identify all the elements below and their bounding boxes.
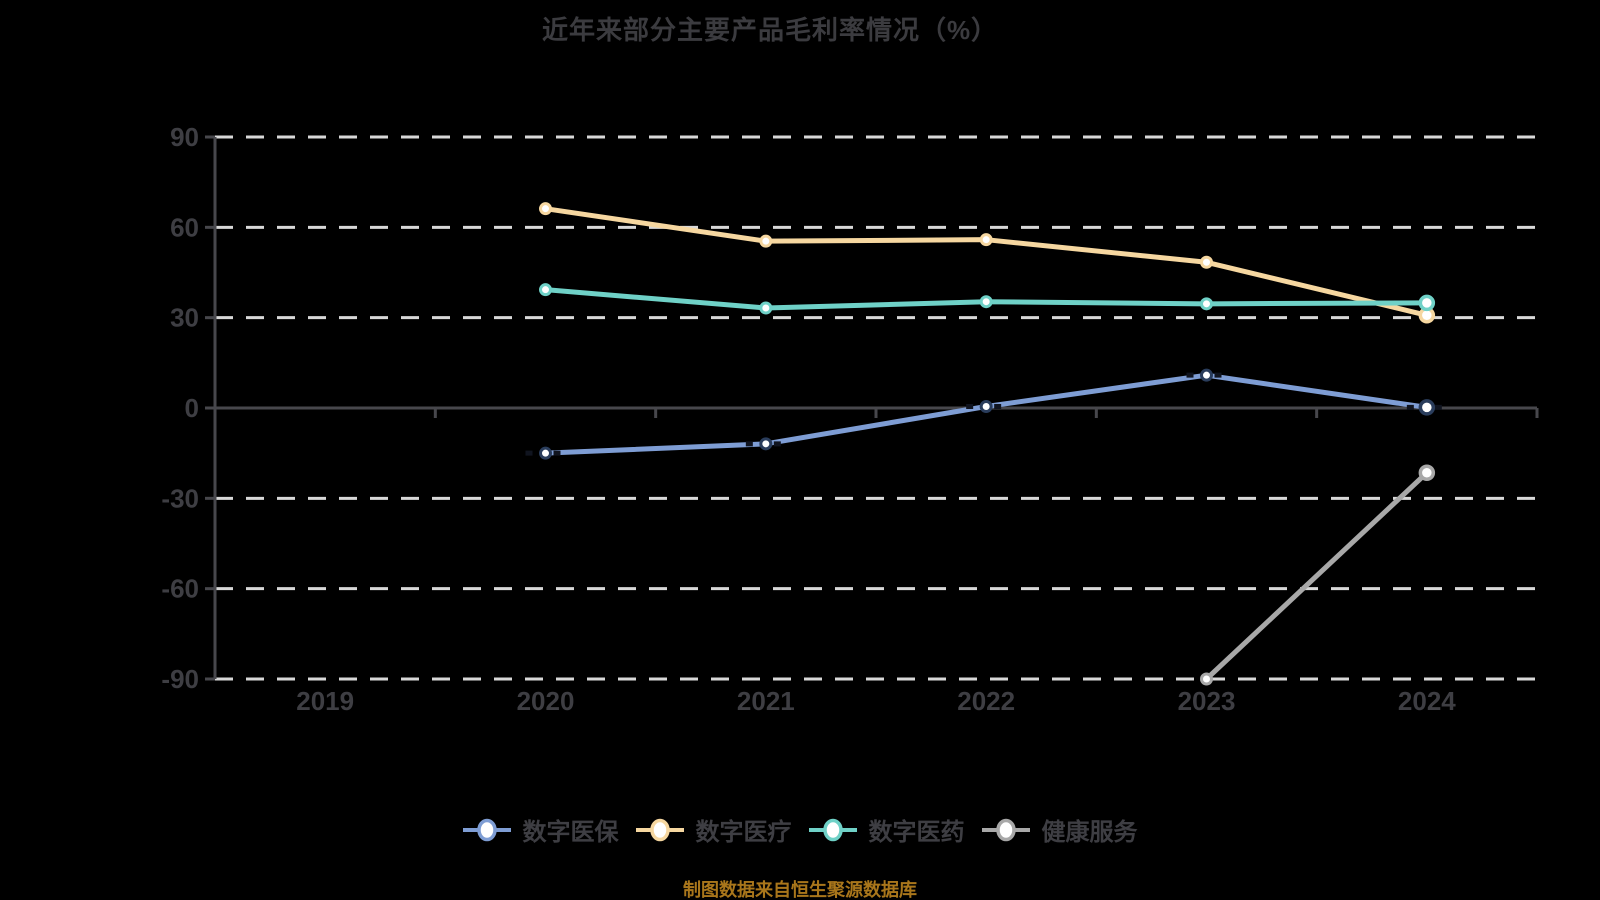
chart-title: 近年来部分主要产品毛利率情况（%） xyxy=(541,15,999,45)
legend-label: 数字医药 xyxy=(868,819,965,846)
legend-marker-icon xyxy=(635,818,684,841)
series-line-健康服务 xyxy=(1204,470,1430,682)
x-tick-label: 2020 xyxy=(517,686,575,716)
data-point-数字医疗-2023[interactable] xyxy=(1200,255,1213,269)
x-tick-label: 2019 xyxy=(296,686,354,716)
data-point-健康服务-2024[interactable] xyxy=(1418,464,1436,481)
series-line-数字医保 xyxy=(543,372,1430,456)
data-point-数字医药-2020[interactable] xyxy=(539,283,552,297)
legend-item-shuzi-yibao[interactable]: 数字医保 xyxy=(462,812,619,847)
y-tick-label: -60 xyxy=(161,574,199,604)
legend-label: 数字医保 xyxy=(522,819,619,846)
legend-item-shuzi-yiyao[interactable]: 数字医药 xyxy=(808,812,965,847)
x-tick-label: 2021 xyxy=(737,686,795,716)
legend-item-shuzi-yiliao[interactable]: 数字医疗 xyxy=(635,812,792,847)
data-point-数字医保-2023[interactable] xyxy=(1200,368,1213,382)
y-tick-label: 0 xyxy=(185,393,199,423)
data-point-数字医保-2021[interactable] xyxy=(759,437,773,451)
data-point-数字医药-2022[interactable] xyxy=(979,295,993,309)
data-point-数字医药-2023[interactable] xyxy=(1200,297,1213,311)
y-tick-label: -30 xyxy=(161,483,199,513)
data-point-数字医保-2022[interactable] xyxy=(979,399,993,413)
x-tick-label: 2023 xyxy=(1178,686,1236,716)
y-tick-label: 90 xyxy=(170,122,199,152)
y-tick-label: 30 xyxy=(170,303,199,333)
y-tick-label: -90 xyxy=(161,664,199,694)
data-point-数字医疗-2021[interactable] xyxy=(759,234,773,248)
legend: 数字医保 数字医疗 数字医药 健康服务 xyxy=(0,812,1600,847)
y-tick-label: 60 xyxy=(170,212,199,242)
data-point-数字医疗-2020[interactable] xyxy=(539,202,552,216)
legend-marker-icon xyxy=(981,818,1030,841)
data-point-健康服务-2023[interactable] xyxy=(1200,672,1213,686)
caption: 制图数据来自恒生聚源数据库 xyxy=(683,880,917,900)
x-tick-label: 2022 xyxy=(957,686,1015,716)
data-point-数字医药-2024[interactable] xyxy=(1418,294,1436,312)
data-point-数字医疗-2022[interactable] xyxy=(979,233,993,247)
legend-label: 数字医疗 xyxy=(695,819,792,846)
legend-item-jiankang-fuwu[interactable]: 健康服务 xyxy=(981,812,1138,847)
legend-marker-icon xyxy=(462,818,511,841)
data-point-数字医保-2020[interactable] xyxy=(539,446,552,460)
x-tick-label: 2024 xyxy=(1398,686,1456,716)
data-point-数字医保-2024[interactable] xyxy=(1418,399,1436,416)
legend-label: 健康服务 xyxy=(1041,819,1138,846)
data-point-数字医药-2021[interactable] xyxy=(759,301,773,315)
legend-marker-icon xyxy=(808,818,857,841)
